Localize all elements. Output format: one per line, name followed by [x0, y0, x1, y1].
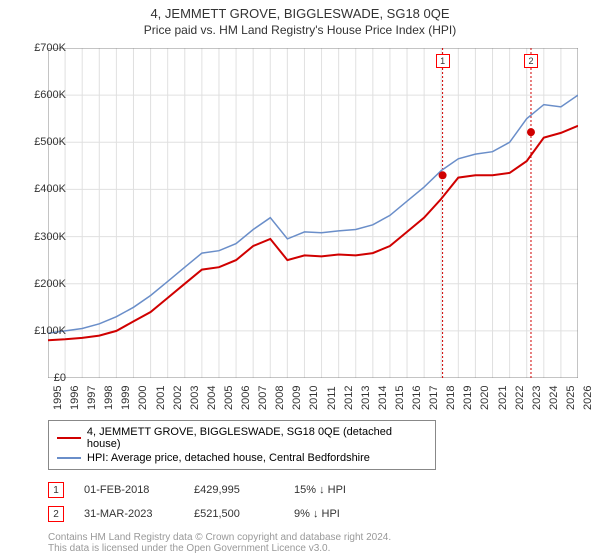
chart-title: 4, JEMMETT GROVE, BIGGLESWADE, SG18 0QE [0, 0, 600, 21]
x-tick-label: 2003 [189, 386, 201, 410]
sale-row: 2 31-MAR-2023 £521,500 9% ↓ HPI [48, 502, 578, 526]
x-tick-label: 2025 [565, 386, 577, 410]
sale-delta: 15% ↓ HPI [294, 484, 346, 496]
x-tick-label: 2013 [360, 386, 372, 410]
y-tick-label: £400K [16, 183, 66, 195]
x-tick-label: 2015 [394, 386, 406, 410]
x-tick-label: 1995 [52, 386, 64, 410]
footer-line1: Contains HM Land Registry data © Crown c… [48, 526, 578, 543]
y-tick-label: £500K [16, 136, 66, 148]
chart-area [48, 48, 578, 378]
x-tick-label: 2017 [428, 386, 440, 410]
chart-subtitle: Price paid vs. HM Land Registry's House … [0, 21, 600, 37]
legend-row: 4, JEMMETT GROVE, BIGGLESWADE, SG18 0QE … [57, 425, 427, 451]
y-tick-label: £0 [16, 372, 66, 384]
x-tick-label: 2024 [548, 386, 560, 410]
sale-marker-icon: 2 [48, 506, 64, 522]
chart-marker-icon: 2 [524, 54, 538, 68]
x-tick-label: 2022 [514, 386, 526, 410]
x-tick-label: 2018 [445, 386, 457, 410]
footer-line2: This data is licensed under the Open Gov… [48, 543, 578, 554]
chart-container: 4, JEMMETT GROVE, BIGGLESWADE, SG18 0QE … [0, 0, 600, 560]
legend-label: HPI: Average price, detached house, Cent… [87, 452, 370, 464]
sale-date: 31-MAR-2023 [84, 508, 174, 520]
sale-price: £521,500 [194, 508, 274, 520]
x-tick-label: 2019 [462, 386, 474, 410]
x-tick-label: 2002 [172, 386, 184, 410]
x-tick-label: 2005 [223, 386, 235, 410]
x-tick-label: 2021 [497, 386, 509, 410]
x-tick-label: 2006 [240, 386, 252, 410]
x-tick-label: 2009 [291, 386, 303, 410]
legend-row: HPI: Average price, detached house, Cent… [57, 451, 427, 465]
x-tick-label: 2014 [377, 386, 389, 410]
x-tick-label: 2011 [326, 386, 338, 410]
x-tick-label: 1997 [86, 386, 98, 410]
y-tick-label: £700K [16, 42, 66, 54]
legend-swatch [57, 457, 81, 459]
chart-marker-icon: 1 [436, 54, 450, 68]
x-tick-label: 2000 [137, 386, 149, 410]
x-tick-label: 1999 [120, 386, 132, 410]
y-tick-label: £300K [16, 231, 66, 243]
x-tick-label: 2026 [582, 386, 594, 410]
y-tick-label: £200K [16, 278, 66, 290]
y-tick-label: £600K [16, 89, 66, 101]
x-tick-label: 2016 [411, 386, 423, 410]
info-block: 4, JEMMETT GROVE, BIGGLESWADE, SG18 0QE … [48, 420, 578, 554]
sale-row: 1 01-FEB-2018 £429,995 15% ↓ HPI [48, 478, 578, 502]
x-tick-label: 2020 [479, 386, 491, 410]
legend-label: 4, JEMMETT GROVE, BIGGLESWADE, SG18 0QE … [87, 426, 427, 450]
chart-svg [48, 48, 578, 378]
legend-swatch [57, 437, 81, 439]
x-tick-label: 2023 [531, 386, 543, 410]
x-tick-label: 2012 [343, 386, 355, 410]
sale-date: 01-FEB-2018 [84, 484, 174, 496]
legend-box: 4, JEMMETT GROVE, BIGGLESWADE, SG18 0QE … [48, 420, 436, 470]
x-tick-label: 2010 [308, 386, 320, 410]
sale-marker-icon: 1 [48, 482, 64, 498]
x-tick-label: 2007 [257, 386, 269, 410]
sale-delta: 9% ↓ HPI [294, 508, 340, 520]
x-tick-label: 1998 [103, 386, 115, 410]
x-tick-label: 2008 [274, 386, 286, 410]
sale-price: £429,995 [194, 484, 274, 496]
x-tick-label: 2001 [155, 386, 167, 410]
y-tick-label: £100K [16, 325, 66, 337]
x-tick-label: 2004 [206, 386, 218, 410]
x-tick-label: 1996 [69, 386, 81, 410]
